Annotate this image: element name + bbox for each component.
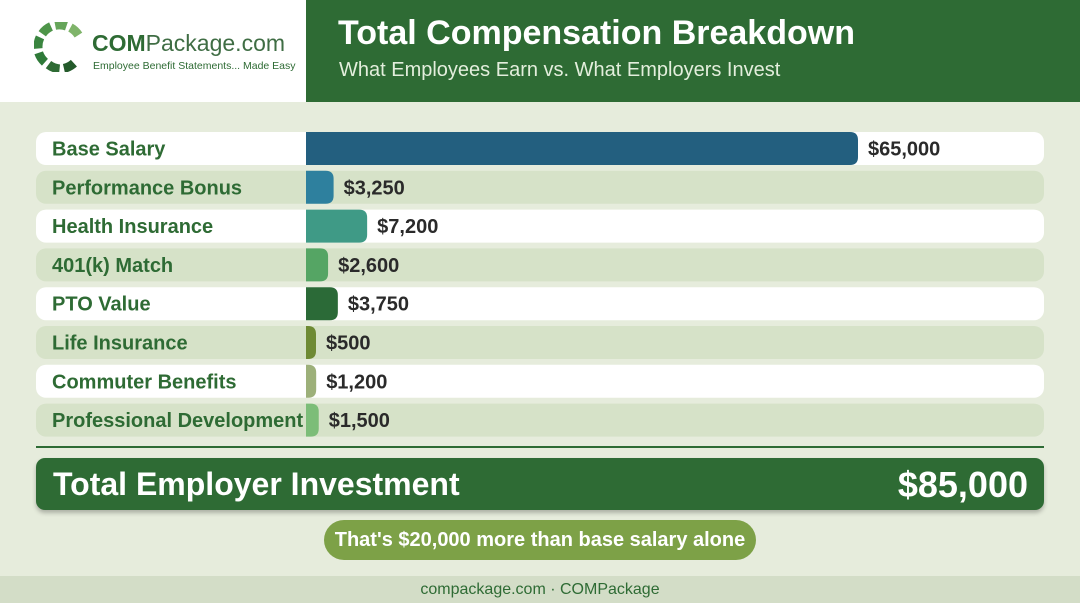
bar-health-insurance bbox=[306, 209, 368, 243]
total-value: $85,000 bbox=[897, 464, 1028, 505]
row-performance-bonus bbox=[36, 170, 1044, 204]
value-label-performance-bonus: $3,250 bbox=[344, 177, 405, 199]
value-label-base-salary: $65,000 bbox=[868, 139, 940, 161]
logo-tagline: Employee Benefit Statements... Made Easy bbox=[93, 60, 296, 72]
logo-ring-icon bbox=[34, 22, 83, 72]
value-label-commuter-benefits: $1,200 bbox=[326, 371, 387, 393]
category-label-life-insurance: Life Insurance bbox=[52, 333, 188, 355]
callout-pill: That's $20,000 more than base salary alo… bbox=[324, 520, 756, 560]
header: COMPackage.com Employee Benefit Statemen… bbox=[0, 0, 1080, 102]
row-professional-development bbox=[36, 403, 1044, 437]
value-label-401-k-match: $2,600 bbox=[338, 255, 399, 277]
chart-subtitle: What Employees Earn vs. What Employers I… bbox=[339, 59, 781, 81]
value-label-pto-value: $3,750 bbox=[348, 294, 409, 316]
category-label-professional-development: Professional Development bbox=[52, 410, 304, 432]
value-label-health-insurance: $7,200 bbox=[377, 216, 438, 238]
category-label-base-salary: Base Salary bbox=[52, 139, 166, 161]
bar-401-k-match bbox=[306, 248, 329, 282]
title-banner: Total Compensation Breakdown What Employ… bbox=[306, 0, 1080, 102]
divider bbox=[36, 446, 1044, 448]
bar-performance-bonus bbox=[306, 170, 334, 204]
bar-pto-value bbox=[306, 287, 338, 321]
row-pto-value bbox=[36, 287, 1044, 321]
row-commuter-benefits bbox=[36, 364, 1044, 398]
row-health-insurance bbox=[36, 209, 1044, 243]
bar-life-insurance bbox=[306, 326, 316, 359]
row-401-k-match bbox=[36, 248, 1044, 282]
bar-base-salary bbox=[306, 132, 858, 165]
total-label: Total Employer Investment bbox=[53, 466, 460, 502]
bar-commuter-benefits bbox=[306, 364, 317, 398]
category-label-performance-bonus: Performance Bonus bbox=[52, 177, 242, 199]
value-label-professional-development: $1,500 bbox=[329, 410, 390, 432]
value-label-life-insurance: $500 bbox=[326, 333, 371, 355]
category-label-401-k-match: 401(k) Match bbox=[52, 255, 173, 277]
row-life-insurance bbox=[36, 326, 1044, 359]
chart-title: Total Compensation Breakdown bbox=[338, 14, 855, 52]
category-label-health-insurance: Health Insurance bbox=[52, 216, 213, 238]
footer: compackage.com · COMPackage bbox=[0, 576, 1080, 603]
total-banner: Total Employer Investment $85,000 bbox=[36, 458, 1044, 510]
logo: COMPackage.com Employee Benefit Statemen… bbox=[0, 0, 306, 102]
logo-name: COMPackage.com bbox=[92, 30, 286, 56]
bar-professional-development bbox=[306, 403, 319, 437]
category-label-pto-value: PTO Value bbox=[52, 294, 151, 316]
category-label-commuter-benefits: Commuter Benefits bbox=[52, 371, 236, 393]
